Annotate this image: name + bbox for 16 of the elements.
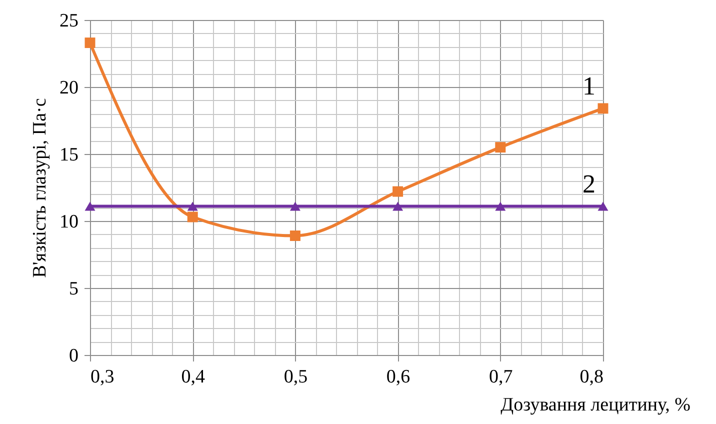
series-label: 1 [582, 71, 596, 100]
y-tick-label: 20 [60, 78, 78, 98]
x-tick-label: 0,3 [90, 366, 114, 388]
y-tick-label: 5 [69, 278, 78, 300]
x-tick-label: 0,6 [386, 366, 410, 388]
x-tick-label: 0,5 [284, 366, 308, 388]
x-axis-title: Дозування лецитину, % [500, 394, 691, 416]
y-tick-label: 25 [60, 10, 78, 32]
y-tick-label: 15 [60, 144, 78, 166]
y-tick-label: 0 [69, 346, 78, 366]
y-tick-label: 10 [60, 212, 78, 232]
x-tick-label: 0,4 [181, 366, 206, 388]
series-label: 2 [582, 169, 596, 198]
x-tick-label: 0,7 [489, 366, 513, 388]
x-tick-label: 0,8 [580, 366, 604, 388]
y-axis-title: В'язкість глазурі, Па·с [30, 98, 50, 278]
